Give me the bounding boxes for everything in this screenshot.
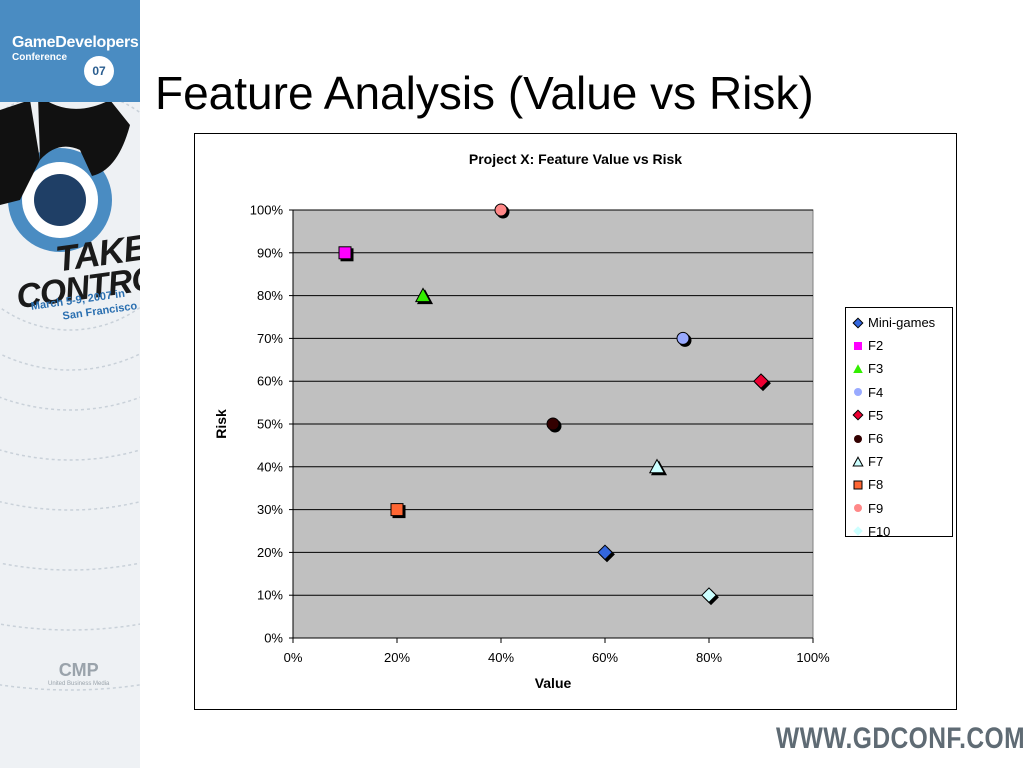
- y-axis-title: Risk: [213, 409, 229, 439]
- legend-marker-icon: [852, 409, 864, 421]
- legend-label: F6: [868, 431, 884, 447]
- legend-item: F5: [852, 404, 952, 427]
- x-tick-label: 100%: [796, 650, 830, 665]
- legend-marker-icon: [852, 317, 864, 329]
- legend-label: F9: [868, 500, 884, 516]
- data-point-f5: [753, 373, 771, 392]
- y-tick-label: 70%: [257, 331, 283, 346]
- legend-item: F10: [852, 520, 952, 543]
- legend-label: F7: [868, 454, 884, 470]
- y-tick-label: 100%: [250, 203, 284, 218]
- legend-item: F8: [852, 473, 952, 496]
- conference-url: WWW.GDCONF.COM: [776, 722, 1024, 755]
- y-tick-label: 80%: [257, 288, 283, 303]
- y-tick-label: 90%: [257, 245, 283, 260]
- legend-marker-icon: [854, 434, 862, 443]
- legend-marker-icon: [853, 526, 863, 537]
- y-tick-label: 0%: [264, 631, 283, 646]
- legend-item: F6: [852, 427, 952, 450]
- y-tick-label: 60%: [257, 374, 283, 389]
- legend-marker-icon: [854, 388, 862, 397]
- legend-marker-icon: [853, 480, 863, 490]
- x-tick-label: 0%: [284, 650, 303, 665]
- marker: [414, 287, 432, 303]
- marker: [390, 503, 404, 517]
- legend-item: F2: [852, 334, 952, 357]
- data-point-f7: [648, 458, 668, 476]
- legend-item: F4: [852, 381, 952, 404]
- marker: [854, 434, 862, 443]
- marker: [648, 458, 666, 474]
- data-point-f4: [676, 331, 692, 347]
- cmp-logo-subtext: United Business Media: [48, 681, 110, 687]
- legend-label: F3: [868, 361, 884, 377]
- legend-marker-icon: [852, 455, 864, 467]
- legend-marker-icon: [853, 364, 863, 373]
- legend-label: F5: [868, 407, 884, 423]
- marker: [852, 317, 864, 329]
- y-tick-label: 30%: [257, 502, 283, 517]
- gdc-logo-subtext: Conference: [12, 52, 68, 63]
- marker: [853, 364, 863, 373]
- banner-logo-area: [0, 0, 140, 102]
- data-point-f3: [414, 287, 434, 305]
- chart-frame: Project X: Feature Value vs Risk 0% 10% 20…: [194, 133, 957, 710]
- marker: [853, 526, 863, 537]
- data-point-f9: [494, 203, 510, 219]
- legend-label: F2: [868, 338, 884, 354]
- marker: [494, 203, 508, 217]
- marker: [854, 388, 862, 397]
- chart-title: Project X: Feature Value vs Risk: [468, 151, 683, 167]
- y-tick-label: 10%: [257, 588, 283, 603]
- x-tick-label: 40%: [488, 650, 514, 665]
- data-point-f2: [338, 246, 354, 262]
- x-axis-title: Value: [535, 675, 572, 691]
- marker: [853, 480, 863, 490]
- legend-label: F10: [868, 523, 891, 539]
- marker: [701, 587, 717, 604]
- legend-label: F4: [868, 384, 884, 400]
- marker: [854, 341, 862, 350]
- marker: [753, 373, 769, 390]
- data-point-f10: [701, 587, 719, 606]
- marker: [546, 417, 560, 431]
- data-point-f6: [546, 417, 562, 433]
- data-point-f8: [390, 503, 406, 519]
- legend-label: F8: [868, 477, 884, 493]
- x-tick-label: 80%: [696, 650, 722, 665]
- x-tick-label: 60%: [592, 650, 618, 665]
- slide-title: Feature Analysis (Value vs Risk): [155, 67, 814, 119]
- y-tick-label: 20%: [257, 545, 283, 560]
- banner-decoration: [0, 9, 140, 691]
- chart-legend: Mini-games F2 F3 F4 F5 F6 F7 F8 F9 F10: [845, 307, 953, 539]
- scatter-plot: 0% 10% 20% 30% 40% 50% 60% 70% 80% 90% 100% 0% 20% 40…: [213, 203, 830, 692]
- marker: [852, 455, 864, 467]
- gdc-logo-text: GameDevelopers: [12, 34, 139, 51]
- legend-marker-icon: [854, 504, 862, 513]
- marker: [852, 409, 864, 421]
- legend-item: F3: [852, 357, 952, 380]
- marker: [338, 246, 352, 260]
- legend-item: F7: [852, 450, 952, 473]
- data-point-mini-games: [597, 544, 615, 563]
- legend-item: F9: [852, 497, 952, 520]
- legend-marker-icon: [854, 341, 862, 350]
- cmp-logo: CMP United Business Media: [48, 660, 109, 687]
- marker: [854, 504, 862, 513]
- conference-banner: GameDevelopers Conference 07 TAKE CONTRO…: [0, 0, 140, 768]
- x-tick-label: 20%: [384, 650, 410, 665]
- marker: [676, 331, 690, 345]
- year-badge: 07: [84, 56, 114, 86]
- cmp-logo-text: CMP: [58, 660, 99, 680]
- legend-item: Mini-games: [852, 311, 952, 334]
- y-tick-label: 40%: [257, 459, 283, 474]
- legend-label: Mini-games: [868, 315, 936, 331]
- y-tick-label: 50%: [257, 417, 283, 432]
- marker: [597, 544, 613, 561]
